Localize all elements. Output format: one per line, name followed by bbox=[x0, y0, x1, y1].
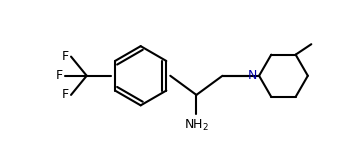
Text: N: N bbox=[248, 69, 257, 82]
Text: F: F bbox=[62, 50, 69, 63]
Text: F: F bbox=[56, 69, 64, 82]
Text: F: F bbox=[62, 88, 69, 101]
Text: NH$_2$: NH$_2$ bbox=[184, 118, 209, 133]
